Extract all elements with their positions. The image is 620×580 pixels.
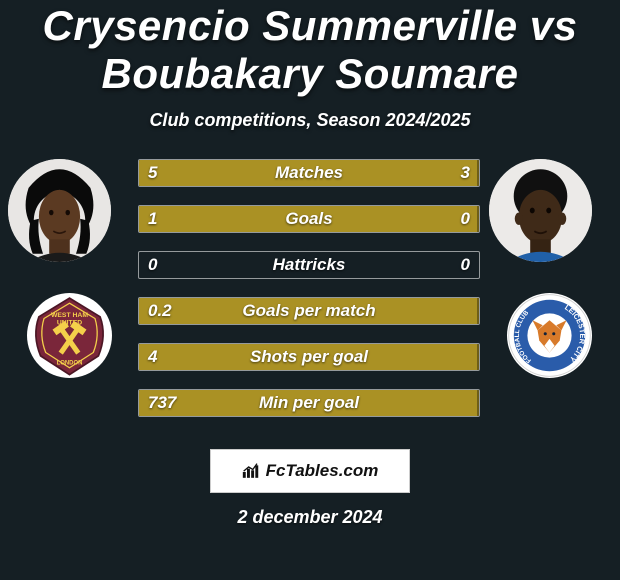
club-right-logo: LEICESTER CITY FOOTBALL CLUB: [507, 293, 592, 378]
stat-left-value: 737: [138, 389, 186, 417]
stat-row: Matches5 3: [138, 159, 480, 189]
stat-bars: Matches53Goals10Hattricks00Goals per mat…: [138, 159, 480, 435]
stat-label: Hattricks: [138, 251, 480, 279]
stat-row: Goals1 0: [138, 205, 480, 235]
stat-left-value: 1: [138, 205, 167, 233]
stat-label: Goals: [138, 205, 480, 233]
player-left-avatar: [8, 159, 111, 262]
svg-text:WEST HAM: WEST HAM: [51, 312, 88, 319]
stat-left-value: 4: [138, 343, 167, 371]
stat-right-value: 0: [451, 205, 480, 233]
stat-row: Min per goal737: [138, 389, 480, 419]
stat-left-value: 5: [138, 159, 167, 187]
stat-label: Min per goal: [138, 389, 480, 417]
stat-right-value: 0: [451, 251, 480, 279]
chart-icon: [242, 462, 262, 480]
stat-left-value: 0: [138, 251, 167, 279]
brand-box: FcTables.com: [210, 449, 410, 493]
stat-row: Shots per goal4: [138, 343, 480, 373]
stat-label: Matches: [138, 159, 480, 187]
club-left-logo: WEST HAM UNITED LONDON: [27, 293, 112, 378]
stat-left-value: 0.2: [138, 297, 182, 325]
stat-row: Hattricks0 0: [138, 251, 480, 281]
stat-right-value: 3: [451, 159, 480, 187]
subtitle: Club competitions, Season 2024/2025: [0, 110, 620, 131]
stat-row: Goals per match0.2: [138, 297, 480, 327]
svg-text:LONDON: LONDON: [57, 360, 83, 366]
brand-text: FcTables.com: [266, 461, 379, 481]
player-right-avatar: [489, 159, 592, 262]
stat-label: Shots per goal: [138, 343, 480, 371]
comparison-content: WEST HAM UNITED LONDON: [0, 159, 620, 439]
stat-label: Goals per match: [138, 297, 480, 325]
page-title: Crysencio Summerville vs Boubakary Souma…: [0, 0, 620, 98]
date-text: 2 december 2024: [0, 507, 620, 528]
